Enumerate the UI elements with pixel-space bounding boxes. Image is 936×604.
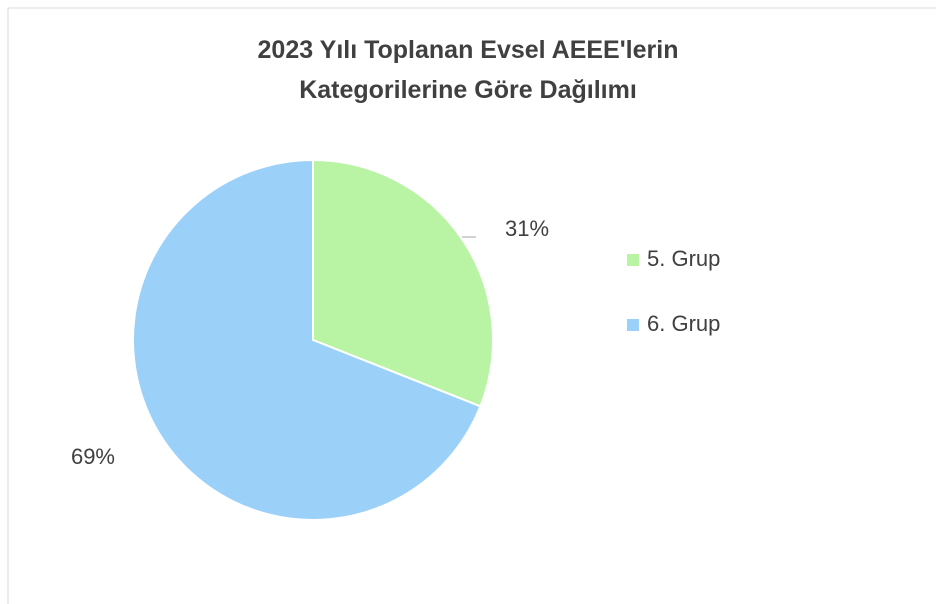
data-label: 31% (505, 216, 549, 241)
chart-container: 31% 69% 5. Grup 6. Grup 2023 Yılı Toplanan … (0, 0, 936, 604)
legend-swatch (627, 254, 639, 266)
chart-title: 2023 Yılı Toplanan Evsel AEEE'lerin Kate… (218, 30, 718, 110)
data-label: 69% (71, 444, 115, 469)
legend-label: 6. Grup (647, 311, 720, 336)
legend-swatch (627, 319, 639, 331)
pie (133, 160, 493, 520)
legend-label: 5. Grup (647, 246, 720, 271)
